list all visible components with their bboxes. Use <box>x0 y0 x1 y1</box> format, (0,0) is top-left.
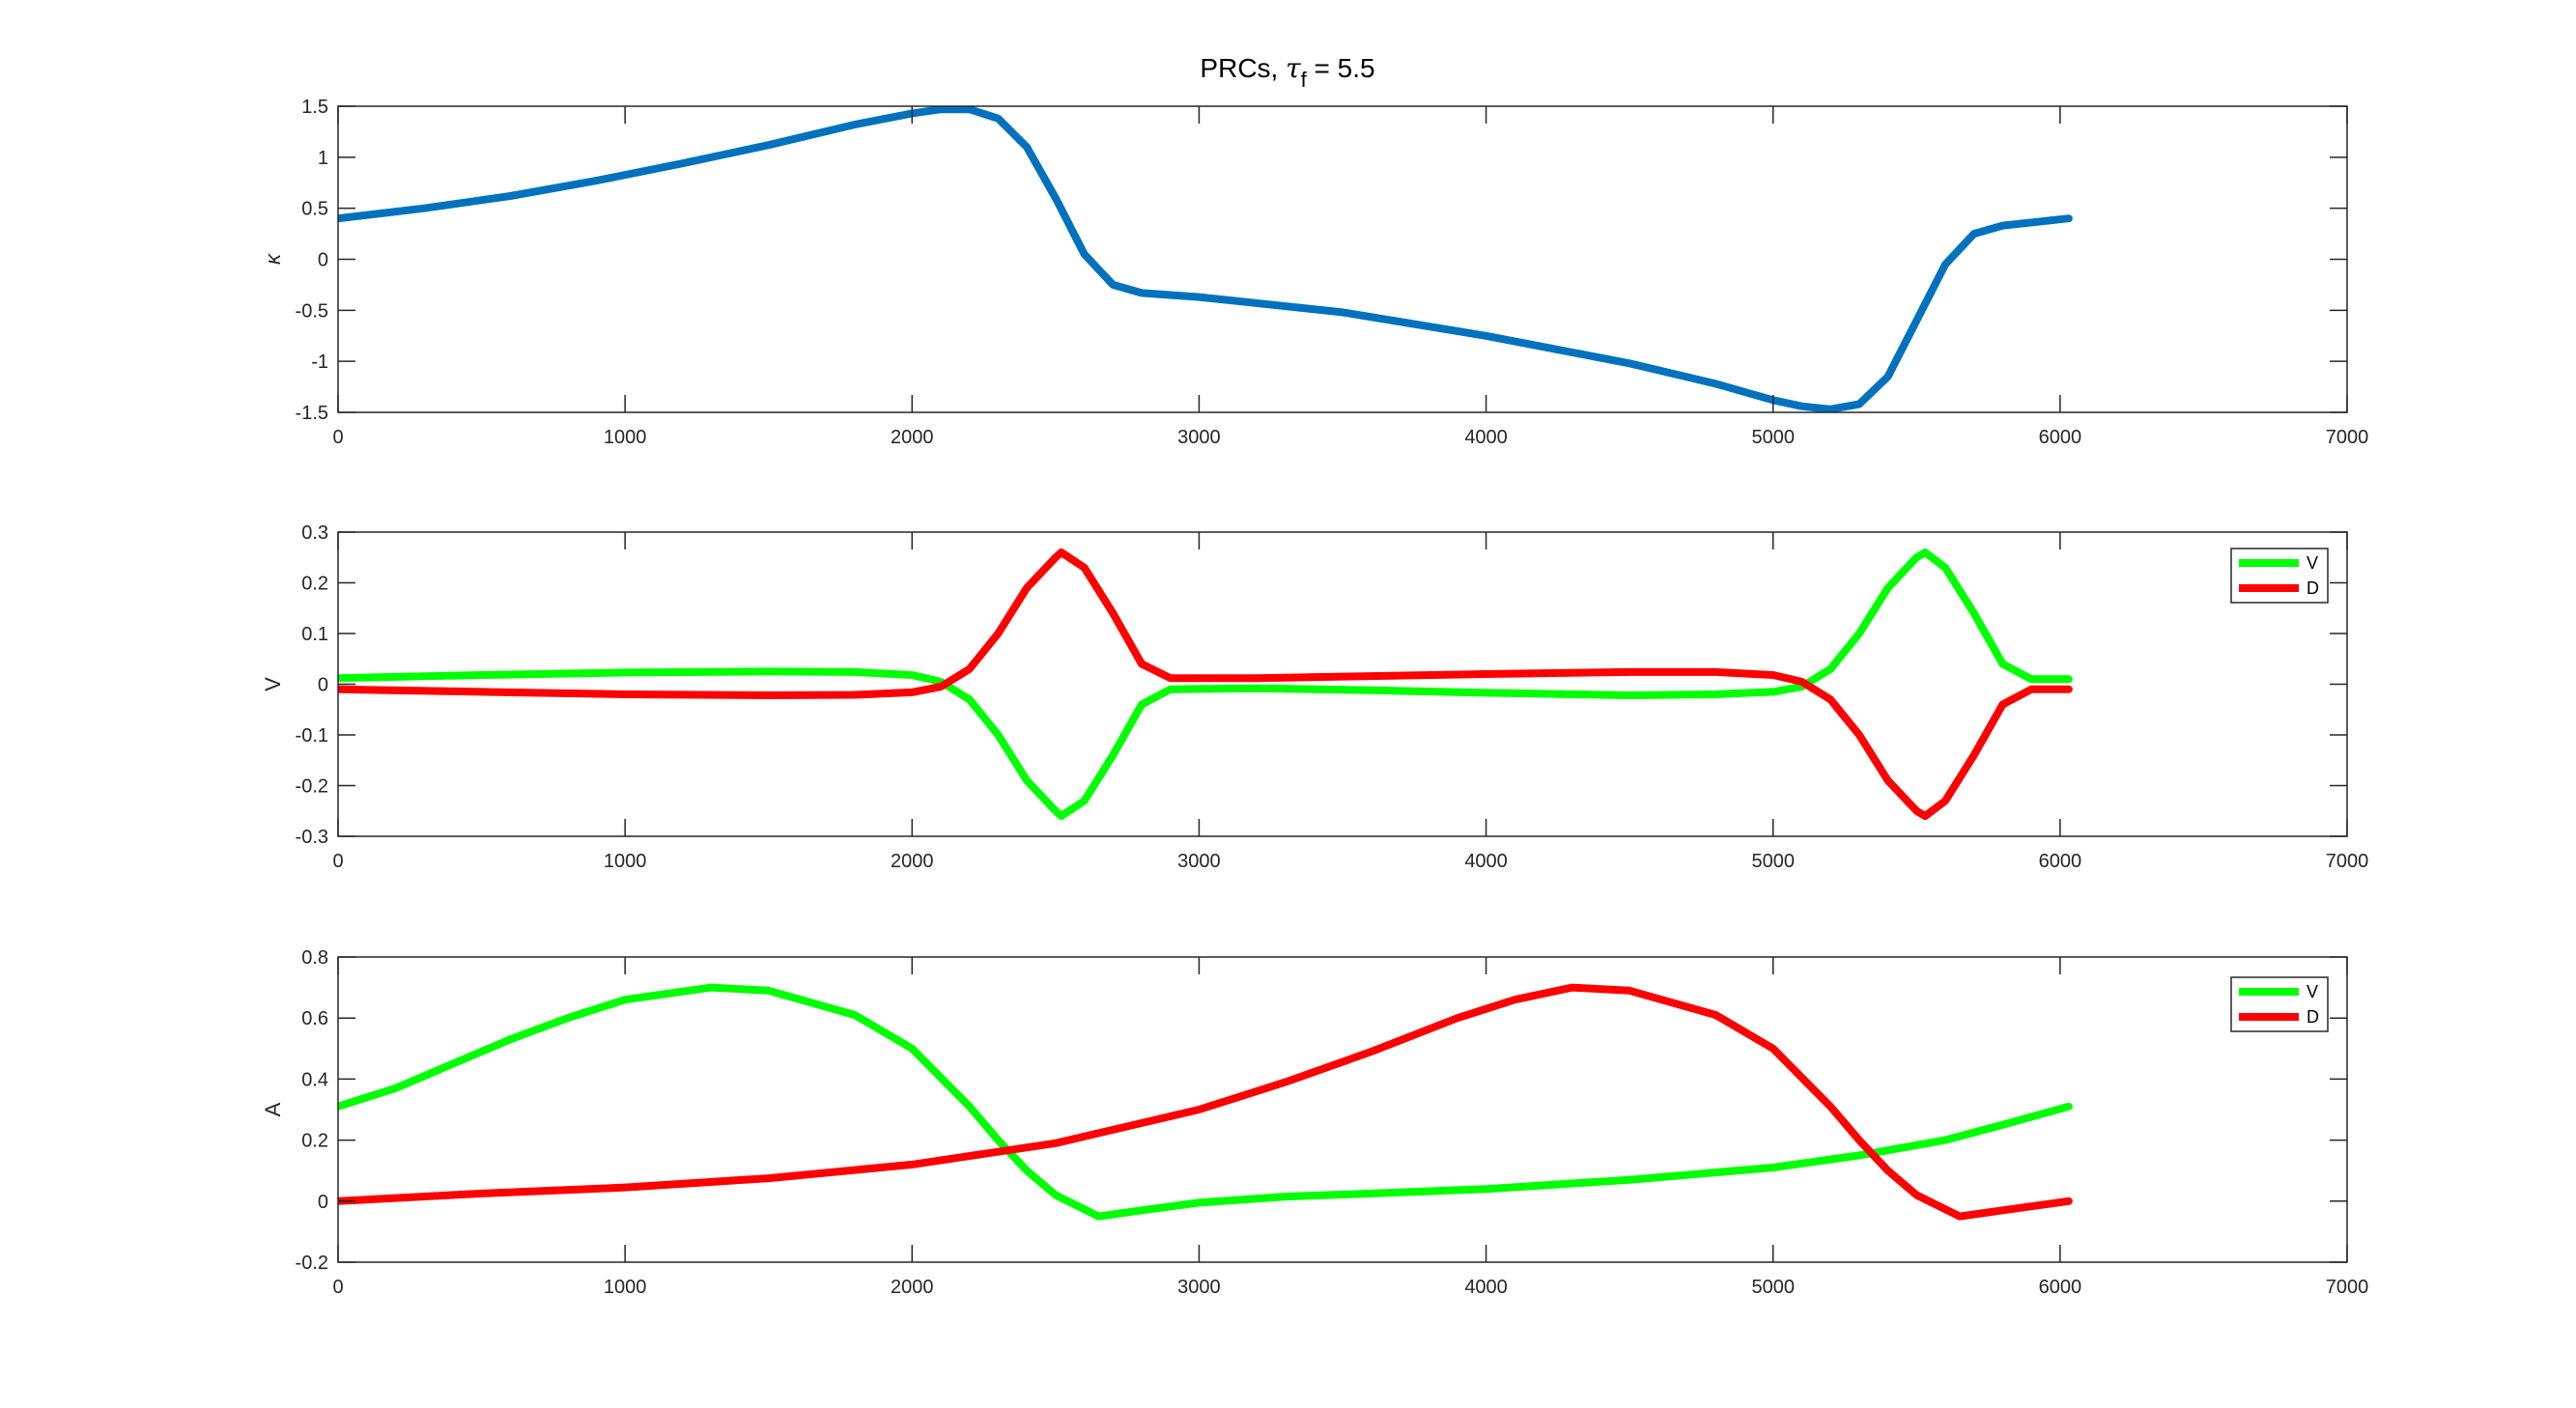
series-line-v <box>338 549 2073 820</box>
x-tick-label: 0 <box>332 851 343 872</box>
y-tick-label: -0.2 <box>296 1253 328 1274</box>
title-tau-symbol: τ <box>1286 52 1301 84</box>
y-axis-label: V <box>261 677 285 691</box>
y-tick-label: 0.6 <box>301 1008 328 1029</box>
y-tick-label: 0.3 <box>301 522 328 544</box>
y-tick-label: 1 <box>318 148 328 169</box>
x-tick-label: 2000 <box>891 1277 934 1298</box>
y-tick-label: 0 <box>318 1192 328 1213</box>
x-tick-label: 0 <box>332 427 343 448</box>
kappa-subplot: 0 1000 2000 3000 4000 5000 6000 7000 -1.5 -1 -0.5 0… <box>261 97 2368 448</box>
y-tick-label: -0.3 <box>296 827 328 848</box>
x-tick-label: 1000 <box>604 1277 647 1298</box>
x-tick-label: 6000 <box>2039 1277 2082 1298</box>
a-subplot: 0 1000 2000 3000 4000 5000 6000 7000-0.200.20.4… <box>261 947 2368 1298</box>
legend-label-d: D <box>2307 1007 2319 1027</box>
x-tick-label: 5000 <box>1751 1277 1795 1298</box>
x-tick-label: 7000 <box>2326 851 2369 872</box>
x-tick-label: 6000 <box>2039 851 2082 872</box>
y-tick-label: 0.8 <box>301 947 328 969</box>
x-tick-label: 4000 <box>1464 1277 1508 1298</box>
axes-box <box>337 105 2348 413</box>
figure-title: PRCs, τf = 5.5 <box>1200 52 1374 92</box>
x-tick-label: 5000 <box>1751 427 1795 448</box>
x-tick-label: 7000 <box>2326 1277 2369 1298</box>
y-tick-label: 0.5 <box>301 199 328 220</box>
y-axis-label: A <box>261 1102 285 1116</box>
x-tick-label: 6000 <box>2039 427 2082 448</box>
y-tick-label: -0.1 <box>296 725 328 746</box>
v-subplot: 0 1000 2000 3000 4000 5000 6000 7000 -0.3 -0.2 -0.… <box>261 522 2368 872</box>
legend-label-d: D <box>2307 578 2319 598</box>
y-tick-label: 0.2 <box>301 1131 328 1152</box>
y-tick-label: 0 <box>318 250 328 271</box>
x-tick-label: 3000 <box>1177 1277 1221 1298</box>
series-line-d <box>338 549 2073 820</box>
axes-box <box>337 531 2348 837</box>
x-tick-label: 5000 <box>1751 851 1795 872</box>
title-suffix: = 5.5 <box>1307 53 1375 83</box>
x-tick-label: 3000 <box>1177 851 1221 872</box>
y-tick-label: 0.2 <box>301 574 328 595</box>
y-tick-label: 0.4 <box>301 1069 328 1090</box>
x-tick-label: 7000 <box>2326 427 2369 448</box>
series-line-v <box>338 983 2073 1221</box>
y-tick-label: -0.2 <box>296 776 328 798</box>
y-tick-label: -1 <box>311 352 328 373</box>
series-line-kappa <box>338 106 2073 412</box>
y-tick-label: -1.5 <box>296 403 328 424</box>
y-axis-label: κ <box>261 253 285 265</box>
x-tick-label: 3000 <box>1177 427 1221 448</box>
legend-label-v: V <box>2307 553 2318 573</box>
x-tick-label: 1000 <box>604 427 647 448</box>
x-tick-label: 4000 <box>1464 427 1508 448</box>
x-tick-label: 2000 <box>891 851 934 872</box>
series-line-d <box>338 983 2073 1221</box>
legend: VD <box>2230 548 2329 604</box>
y-tick-label: 0.1 <box>301 624 328 645</box>
title-prefix: PRCs, <box>1200 53 1286 83</box>
y-tick-label: -0.5 <box>296 300 328 322</box>
x-tick-label: 0 <box>332 1277 343 1298</box>
axes-box <box>337 956 2348 1263</box>
title-subscript: f <box>1301 68 1308 92</box>
x-tick-label: 1000 <box>604 851 647 872</box>
legend-label-v: V <box>2307 982 2318 1001</box>
x-tick-label: 2000 <box>891 427 934 448</box>
y-tick-label: 1.5 <box>301 97 328 118</box>
legend-box <box>2230 976 2329 1032</box>
x-tick-label: 4000 <box>1464 851 1508 872</box>
legend: VD <box>2230 976 2329 1032</box>
y-tick-label: 0 <box>318 675 328 696</box>
legend-box <box>2230 548 2329 604</box>
